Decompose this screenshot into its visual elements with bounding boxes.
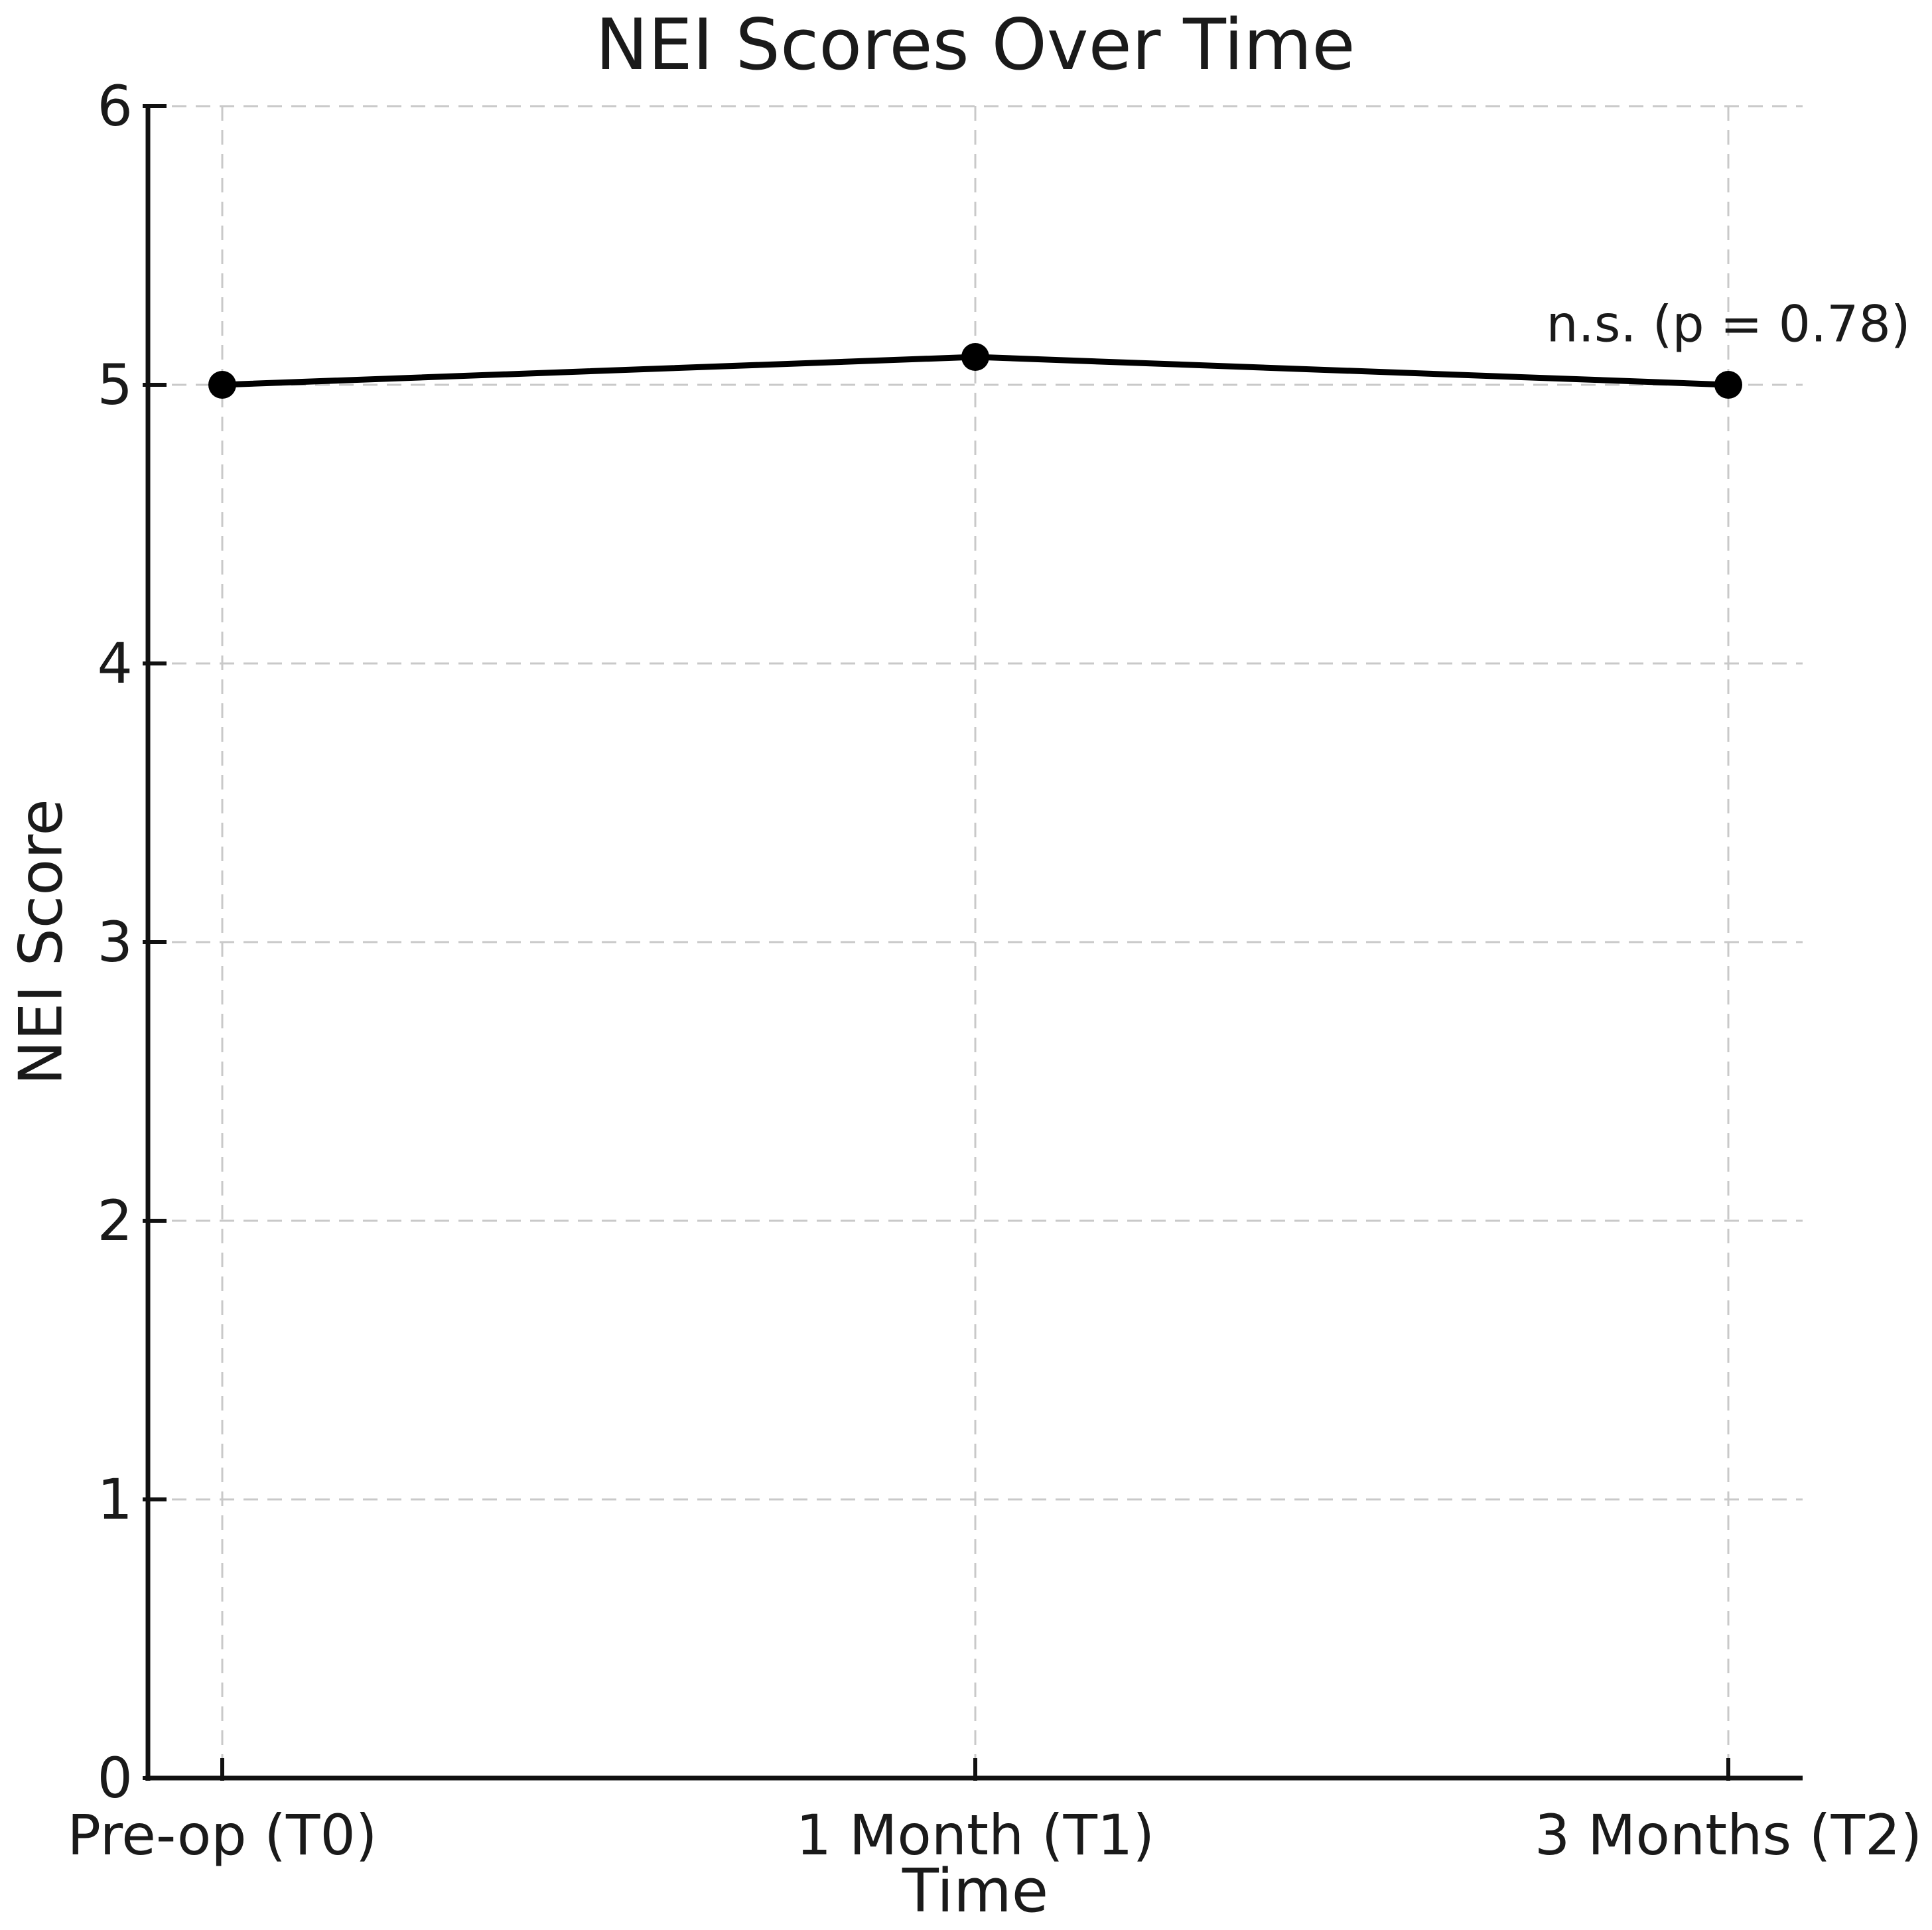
y-tick-label: 2 [97, 1188, 133, 1253]
x-tick-label: Pre-op (T0) [67, 1803, 378, 1868]
data-point [961, 343, 989, 371]
x-axis-label: Time [902, 1856, 1049, 1926]
y-tick-label: 5 [97, 352, 133, 417]
y-tick-label: 4 [97, 631, 133, 696]
y-tick-label: 1 [97, 1467, 133, 1532]
chart-title: NEI Scores Over Time [595, 4, 1355, 86]
y-tick-label: 3 [97, 910, 133, 975]
x-tick-label: 3 Months (T2) [1534, 1803, 1923, 1868]
y-tick-label: 6 [97, 74, 133, 139]
x-tick-label: 1 Month (T1) [795, 1803, 1155, 1868]
data-point [1714, 371, 1742, 399]
data-point [208, 371, 236, 399]
significance-annotation: n.s. (p = 0.78) [1546, 294, 1911, 354]
y-tick-label: 0 [97, 1746, 133, 1811]
